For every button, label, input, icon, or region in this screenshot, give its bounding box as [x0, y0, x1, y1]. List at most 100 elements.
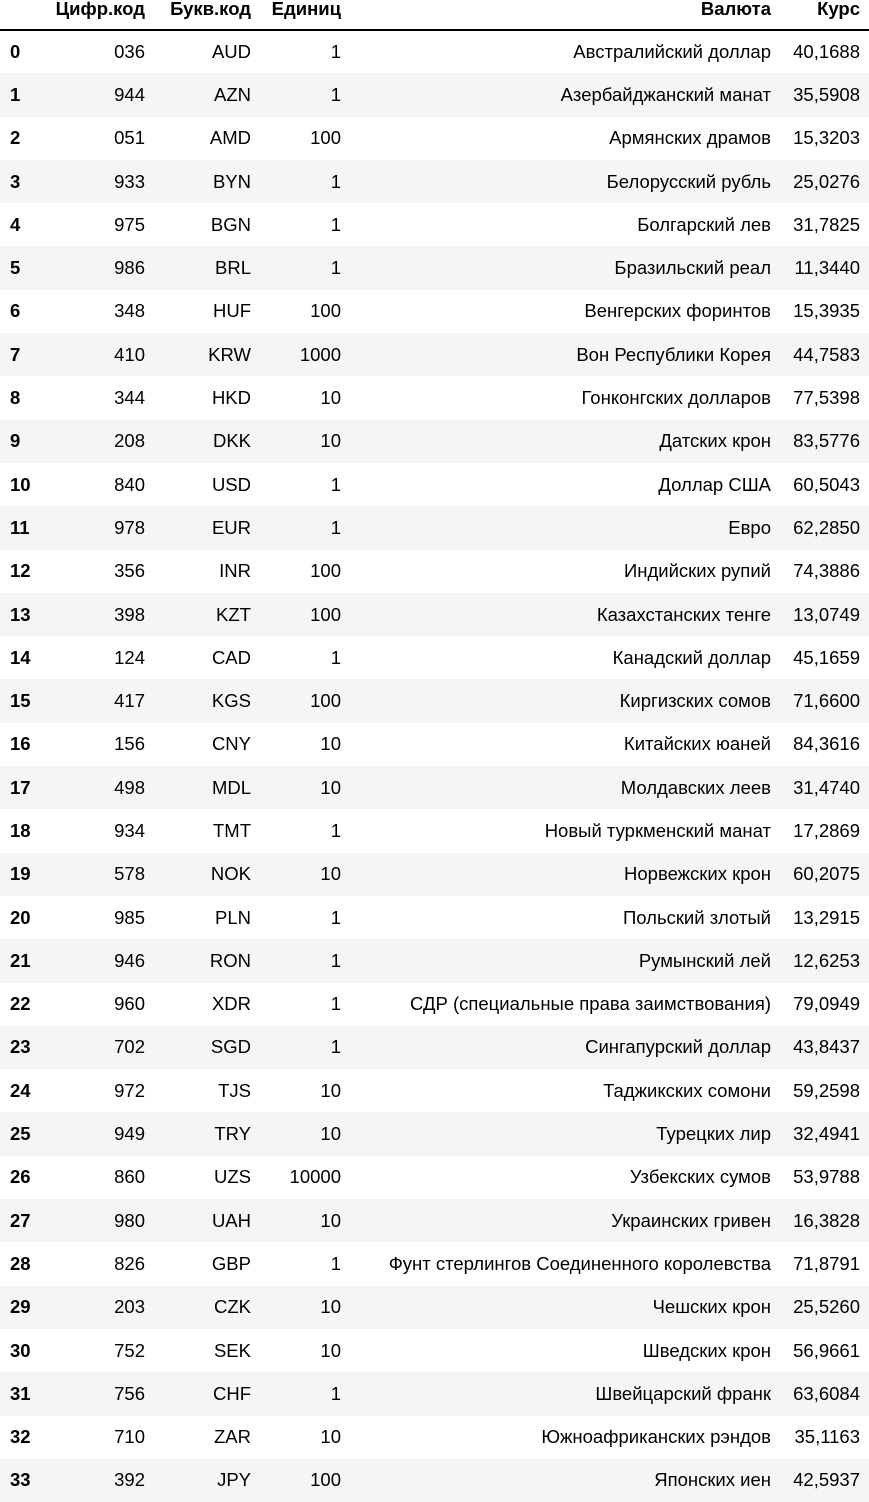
currency-name-cell: Новый туркменский манат	[544, 819, 771, 841]
rate-cell: 56,9661	[793, 1339, 860, 1361]
row-index: 18	[10, 819, 31, 841]
rate-cell: 60,5043	[793, 473, 860, 495]
table-row: 31 756 CHF 1 Швейцарский франк 63,6084	[0, 1372, 869, 1416]
currency-name-cell: Казахстанских тенге	[596, 603, 771, 625]
num-code-cell: 710	[114, 1426, 145, 1448]
num-code-cell: 208	[114, 430, 145, 452]
char-code-cell: INR	[219, 560, 251, 582]
table-row: 13 398 KZT 100 Казахстанских тенге 13,0749	[0, 592, 869, 637]
table-row: 9 208 DKK 10 Датских крон 83,5776	[0, 419, 869, 463]
row-index: 5	[10, 257, 21, 279]
column-header-num-code: Цифр.код	[38, 0, 154, 31]
nominal-cell: 100	[310, 560, 341, 582]
row-index: 11	[10, 516, 30, 538]
nominal-cell: 10	[320, 1296, 341, 1318]
currency-name-cell: Венгерских форинтов	[584, 300, 771, 322]
char-code-cell: SEK	[213, 1339, 251, 1361]
row-index: 8	[10, 387, 21, 409]
nominal-cell: 10	[320, 1123, 341, 1145]
table-row: 32 710 ZAR 10 Южноафриканских рэндов 35,1163	[0, 1416, 869, 1459]
char-code-cell: HKD	[211, 387, 251, 409]
currency-name-cell: Датских крон	[659, 430, 771, 452]
table-row: 11 978 EUR 1 Евро 62,2850	[0, 506, 869, 550]
nominal-cell: 100	[310, 603, 341, 625]
row-index: 28	[10, 1252, 31, 1274]
num-code-cell: 985	[114, 906, 145, 928]
table-row: 4 975 BGN 1 Болгарский лев 31,7825	[0, 203, 869, 246]
row-index: 15	[10, 690, 31, 712]
row-index: 32	[10, 1426, 31, 1448]
currency-name-cell: Австралийский доллар	[573, 41, 771, 63]
row-index: 29	[10, 1296, 31, 1318]
rate-cell: 79,0949	[793, 993, 860, 1015]
char-code-cell: KRW	[208, 343, 251, 365]
rate-cell: 13,2915	[793, 906, 860, 928]
char-code-cell: CZK	[214, 1296, 251, 1318]
nominal-cell: 1	[330, 906, 341, 928]
row-index: 25	[10, 1123, 31, 1145]
rate-cell: 63,6084	[793, 1382, 860, 1404]
num-code-cell: 410	[114, 343, 145, 365]
currency-name-cell: Доллар США	[658, 473, 771, 495]
char-code-cell: MDL	[211, 776, 251, 798]
nominal-cell: 100	[310, 300, 341, 322]
num-code-cell: 417	[114, 690, 145, 712]
table-row: 19 578 NOK 10 Норвежских крон 60,2075	[0, 852, 869, 896]
num-code-cell: 972	[114, 1079, 145, 1101]
row-index: 19	[10, 863, 31, 885]
currency-name-cell: Евро	[728, 516, 771, 538]
num-code-cell: 348	[114, 300, 145, 322]
rate-cell: 31,4740	[793, 776, 860, 798]
index-column-header	[0, 0, 38, 31]
char-code-cell: TJS	[218, 1079, 251, 1101]
table-row: 12 356 INR 100 Индийских рупий 74,3886	[0, 550, 869, 593]
rate-cell: 12,6253	[793, 949, 860, 971]
row-index: 6	[10, 300, 21, 322]
row-index: 27	[10, 1209, 31, 1231]
num-code-cell: 156	[114, 733, 145, 755]
nominal-cell: 10	[320, 733, 341, 755]
table-row: 29 203 CZK 10 Чешских крон 25,5260	[0, 1285, 869, 1329]
row-index: 22	[10, 993, 31, 1015]
table-row: 15 417 KGS 100 Киргизских сомов 71,6600	[0, 679, 869, 723]
table-row: 16 156 CNY 10 Китайских юаней 84,3616	[0, 723, 869, 766]
char-code-cell: TMT	[212, 819, 251, 841]
nominal-cell: 1	[330, 213, 341, 235]
currency-name-cell: СДР (специальные права заимствования)	[409, 993, 771, 1015]
char-code-cell: BYN	[212, 170, 251, 192]
rate-cell: 43,8437	[793, 1036, 860, 1058]
currency-name-cell: Индийских рупий	[623, 560, 771, 582]
nominal-cell: 1	[330, 1252, 341, 1274]
rate-cell: 31,7825	[793, 213, 860, 235]
currency-name-cell: Киргизских сомов	[619, 690, 771, 712]
nominal-cell: 10	[320, 1209, 341, 1231]
nominal-cell: 1	[330, 257, 341, 279]
row-index: 23	[10, 1036, 31, 1058]
char-code-cell: JPY	[217, 1469, 251, 1491]
row-index: 21	[10, 949, 31, 971]
rate-cell: 13,0749	[793, 603, 860, 625]
currency-name-cell: Фунт стерлингов Соединенного королевства	[388, 1252, 771, 1274]
char-code-cell: CNY	[211, 733, 251, 755]
row-index: 31	[10, 1382, 31, 1404]
rate-cell: 42,5937	[793, 1469, 860, 1491]
char-code-cell: GBP	[211, 1252, 251, 1274]
rate-cell: 77,5398	[793, 387, 860, 409]
currency-name-cell: Польский злотый	[622, 906, 771, 928]
char-code-cell: RON	[209, 949, 251, 971]
table-row: 7 410 KRW 1000 Вон Республики Корея 44,7583	[0, 333, 869, 377]
rate-cell: 25,5260	[793, 1296, 860, 1318]
nominal-cell: 1	[330, 993, 341, 1015]
table-body: 0 036 AUD 1 Австралийский доллар 40,1688 1 944 A…	[0, 30, 869, 1502]
table-row: 27 980 UAH 10 Украинских гривен 16,3828	[0, 1199, 869, 1243]
num-code-cell: 752	[114, 1339, 145, 1361]
currency-name-cell: Турецких лир	[656, 1123, 771, 1145]
char-code-cell: AMD	[209, 127, 251, 149]
row-index: 12	[10, 560, 31, 582]
num-code-cell: 051	[114, 127, 145, 149]
row-index: 13	[10, 603, 31, 625]
table-row: 2 051 AMD 100 Армянских драмов 15,3203	[0, 117, 869, 160]
char-code-cell: DKK	[212, 430, 251, 452]
nominal-cell: 10	[320, 1426, 341, 1448]
row-index: 30	[10, 1339, 31, 1361]
